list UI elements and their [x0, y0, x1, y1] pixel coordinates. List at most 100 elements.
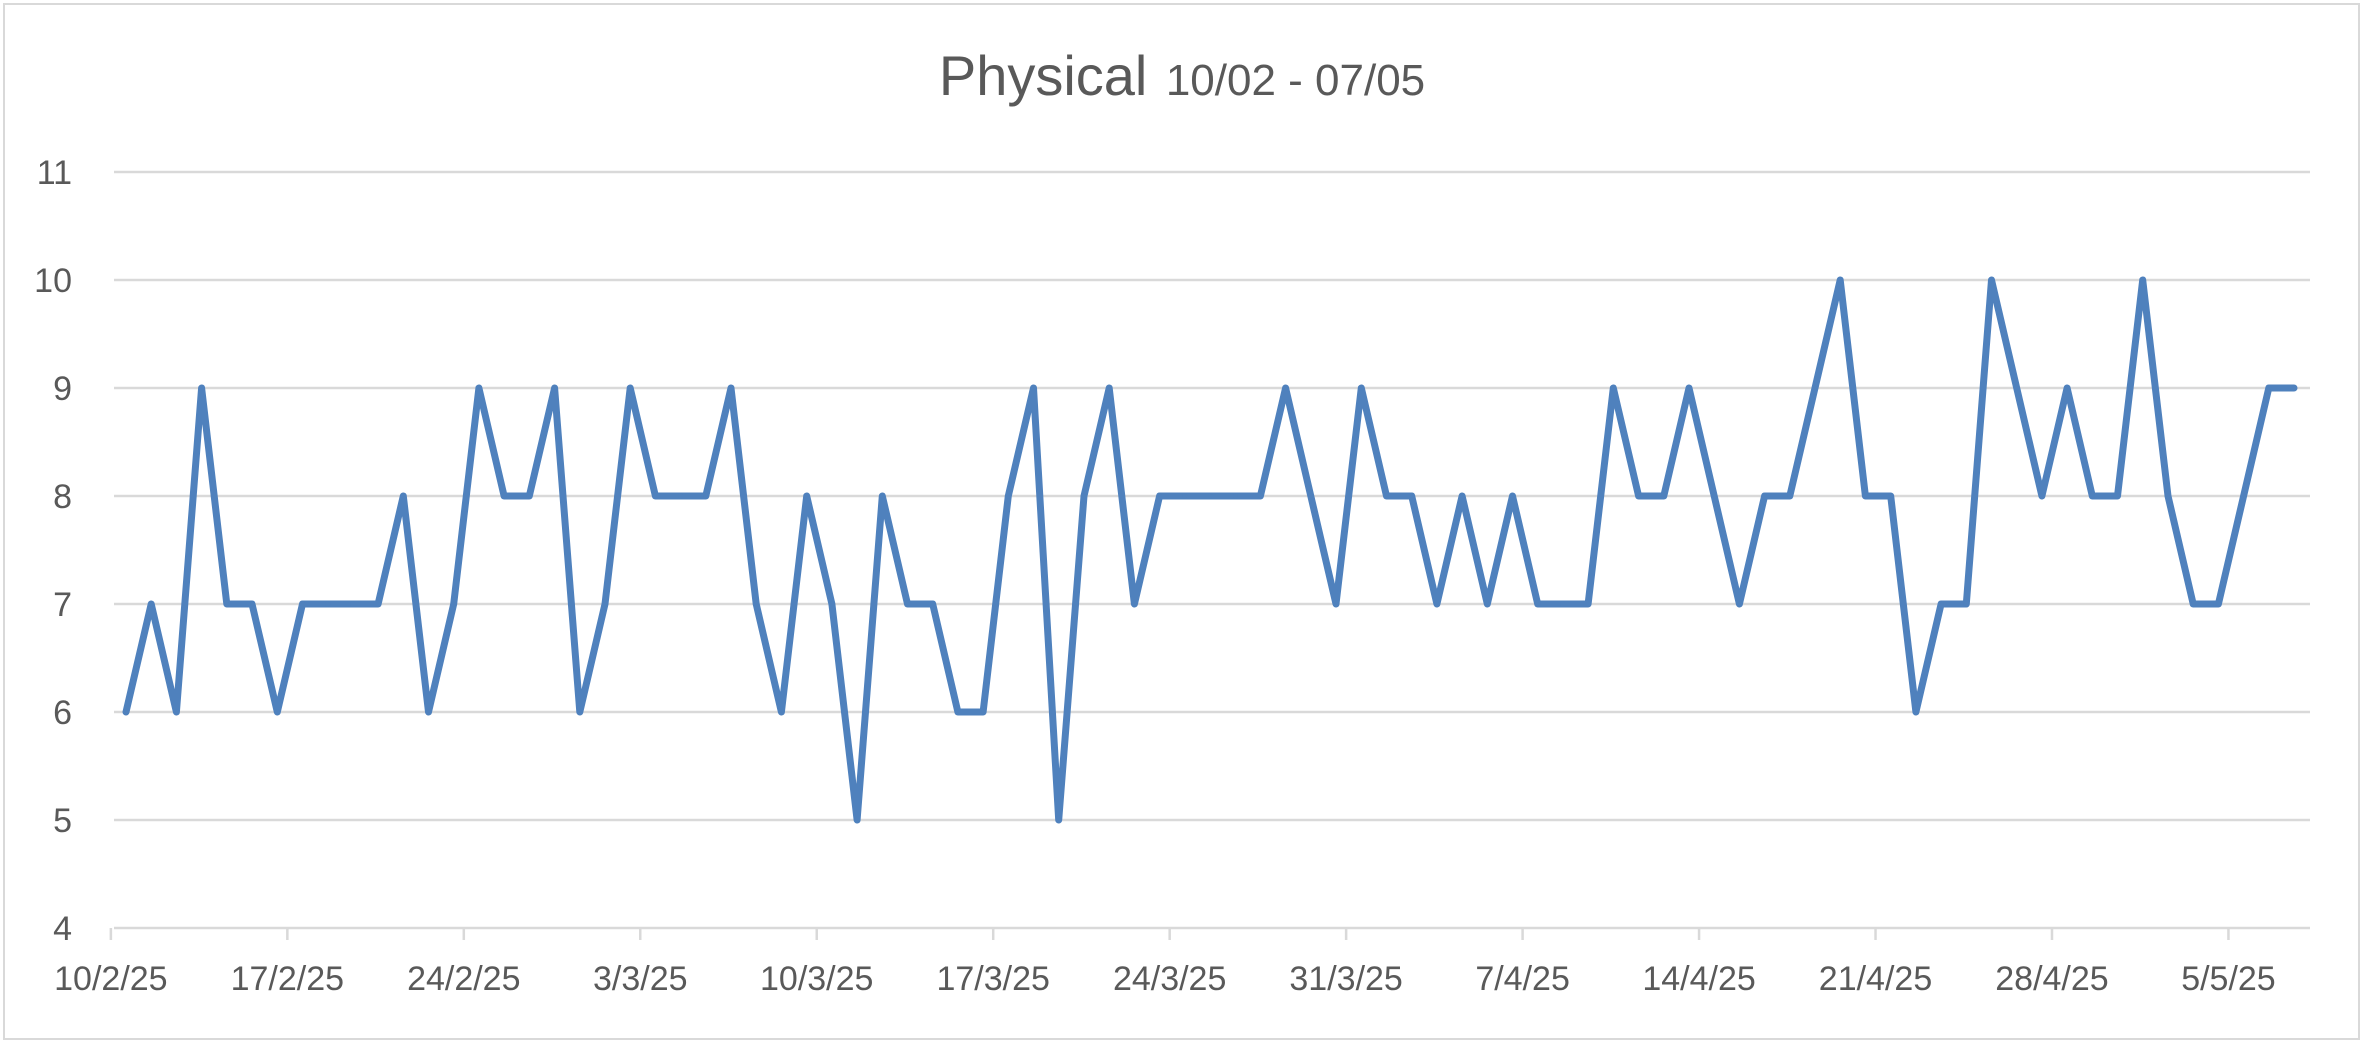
x-tick-label: 7/4/25: [1475, 960, 1570, 998]
data-point: [1963, 601, 1969, 607]
y-tick-label: 11: [37, 154, 72, 192]
data-point: [627, 385, 633, 391]
chart-title: Physical 10/02 - 07/05: [939, 44, 1425, 107]
data-point: [728, 385, 734, 391]
data-point: [1610, 385, 1616, 391]
data-point: [652, 493, 658, 499]
data-point: [2140, 277, 2146, 283]
data-point: [829, 601, 835, 607]
data-point: [1157, 493, 1163, 499]
data-point: [1333, 601, 1339, 607]
data-point: [501, 493, 507, 499]
data-point: [1207, 493, 1213, 499]
data-point: [1056, 817, 1062, 823]
data-point: [1106, 385, 1112, 391]
data-point: [2115, 493, 2120, 499]
data-point: [1913, 709, 1919, 715]
data-point: [1409, 493, 1415, 499]
data-point: [476, 385, 482, 391]
data-point: [2165, 493, 2171, 499]
x-tick-label: 14/4/25: [1642, 960, 1755, 998]
data-point: [2266, 385, 2272, 391]
data-point: [703, 493, 709, 499]
data-point: [552, 385, 558, 391]
x-tick-label: 21/4/25: [1819, 960, 1932, 998]
data-point: [1131, 601, 1137, 607]
data-point: [375, 601, 381, 607]
data-point: [1711, 493, 1717, 499]
data-point: [678, 493, 684, 499]
chart-title-main: Physical: [939, 44, 1148, 107]
data-point: [1686, 385, 1692, 391]
x-tick-label: 24/2/25: [407, 960, 520, 998]
data-point: [1938, 601, 1944, 607]
data-point: [1787, 493, 1793, 499]
y-tick-label: 9: [53, 370, 72, 408]
data-point: [1182, 493, 1188, 499]
data-point: [451, 601, 457, 607]
data-point: [300, 601, 305, 607]
data-point: [1510, 493, 1515, 499]
x-tick-label: 10/2/25: [54, 960, 167, 998]
x-tick-label: 5/5/25: [2181, 960, 2276, 998]
y-tick-label: 10: [34, 262, 72, 300]
data-point: [1081, 493, 1087, 499]
data-point: [1283, 385, 1289, 391]
data-point: [1736, 601, 1742, 607]
y-tick-label: 6: [53, 694, 72, 732]
data-point: [199, 385, 205, 391]
data-point: [1762, 493, 1768, 499]
data-point: [854, 817, 860, 823]
data-point: [1031, 385, 1036, 391]
x-axis-tick-labels: 10/2/25 17/2/25 24/2/25 3/3/25 10/3/25 17/3/2…: [54, 960, 2276, 998]
data-point: [1308, 493, 1314, 499]
x-tick-label: 28/4/25: [1995, 960, 2108, 998]
data-point: [426, 709, 431, 715]
data-point: [602, 601, 608, 607]
data-point: [526, 493, 532, 499]
data-point: [1535, 601, 1541, 607]
data-point: [804, 493, 810, 499]
x-tick-label: 3/3/25: [593, 960, 688, 998]
data-point: [1459, 493, 1465, 499]
data-point: [249, 601, 255, 607]
data-point: [1358, 385, 1364, 391]
data-point: [753, 601, 759, 607]
data-point: [980, 709, 986, 715]
data-point: [1585, 601, 1591, 607]
x-axis: [109, 926, 2310, 940]
data-point: [879, 493, 885, 499]
data-point: [2039, 493, 2045, 499]
data-point: [577, 709, 583, 715]
x-tick-label: 24/3/25: [1113, 960, 1226, 998]
y-axis-tick-labels: 4 5 6 7 8 9 10 11: [34, 154, 72, 948]
data-point: [2215, 601, 2221, 607]
data-point: [1560, 601, 1566, 607]
x-tick-label: 17/3/25: [936, 960, 1049, 998]
data-point: [123, 709, 129, 715]
data-point: [1232, 493, 1238, 499]
data-point: [1434, 601, 1440, 607]
data-point: [274, 709, 280, 715]
x-tick-label: 31/3/25: [1289, 960, 1402, 998]
data-point: [1257, 493, 1263, 499]
data-point: [400, 493, 406, 499]
data-point: [1862, 493, 1868, 499]
data-point: [2241, 493, 2247, 499]
series-layer: [122, 276, 2298, 824]
data-point: [148, 601, 154, 607]
series-line-physical: [122, 276, 2298, 824]
data-point: [2014, 385, 2020, 391]
data-point: [1636, 493, 1642, 499]
data-point: [1888, 493, 1894, 499]
data-point: [173, 709, 179, 715]
y-tick-label: 8: [53, 478, 72, 516]
data-point: [1837, 277, 1843, 283]
data-point: [1384, 493, 1389, 499]
data-point: [350, 601, 356, 607]
x-tick-label: 10/3/25: [760, 960, 873, 998]
data-point: [930, 601, 936, 607]
data-point: [1661, 493, 1667, 499]
y-tick-label: 7: [53, 586, 72, 624]
